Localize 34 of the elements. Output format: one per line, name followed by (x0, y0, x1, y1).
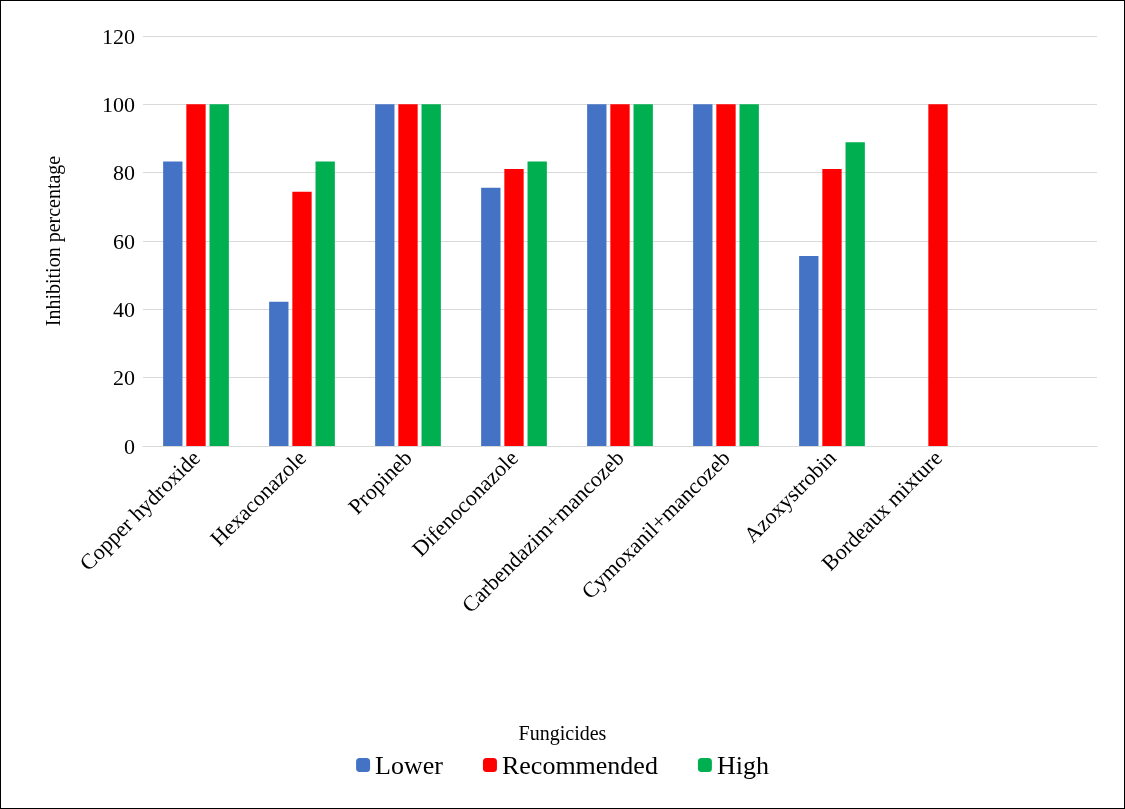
bar (587, 104, 607, 446)
bar (398, 104, 418, 446)
y-tick-label: 60 (113, 228, 135, 254)
legend-label: Lower (375, 750, 444, 780)
bar (739, 104, 759, 446)
bar (481, 187, 501, 446)
bar (315, 161, 335, 446)
bar (845, 142, 865, 446)
bar (693, 104, 713, 446)
bar (375, 104, 395, 446)
bar (633, 104, 653, 446)
y-tick-label: 40 (113, 296, 135, 322)
y-tick-label: 120 (102, 23, 135, 49)
y-tick-label: 20 (113, 365, 135, 391)
y-axis-title: Inhibition percentage (42, 155, 65, 327)
bar (504, 168, 524, 446)
bar (209, 104, 229, 446)
bar (610, 104, 630, 446)
bar (527, 161, 547, 446)
bar (421, 104, 441, 446)
bar (186, 104, 206, 446)
bar (799, 256, 819, 446)
y-tick-label: 100 (102, 91, 135, 117)
bar (716, 104, 736, 446)
legend-label: High (716, 750, 769, 780)
bar (163, 161, 183, 446)
y-tick-label: 80 (113, 160, 135, 186)
legend-label: Recommended (501, 750, 658, 780)
bar (269, 301, 289, 446)
bar (292, 191, 312, 446)
bar (822, 168, 842, 446)
text: Fungicides (518, 722, 607, 745)
bar (928, 104, 948, 446)
y-tick-label: 0 (124, 433, 135, 459)
